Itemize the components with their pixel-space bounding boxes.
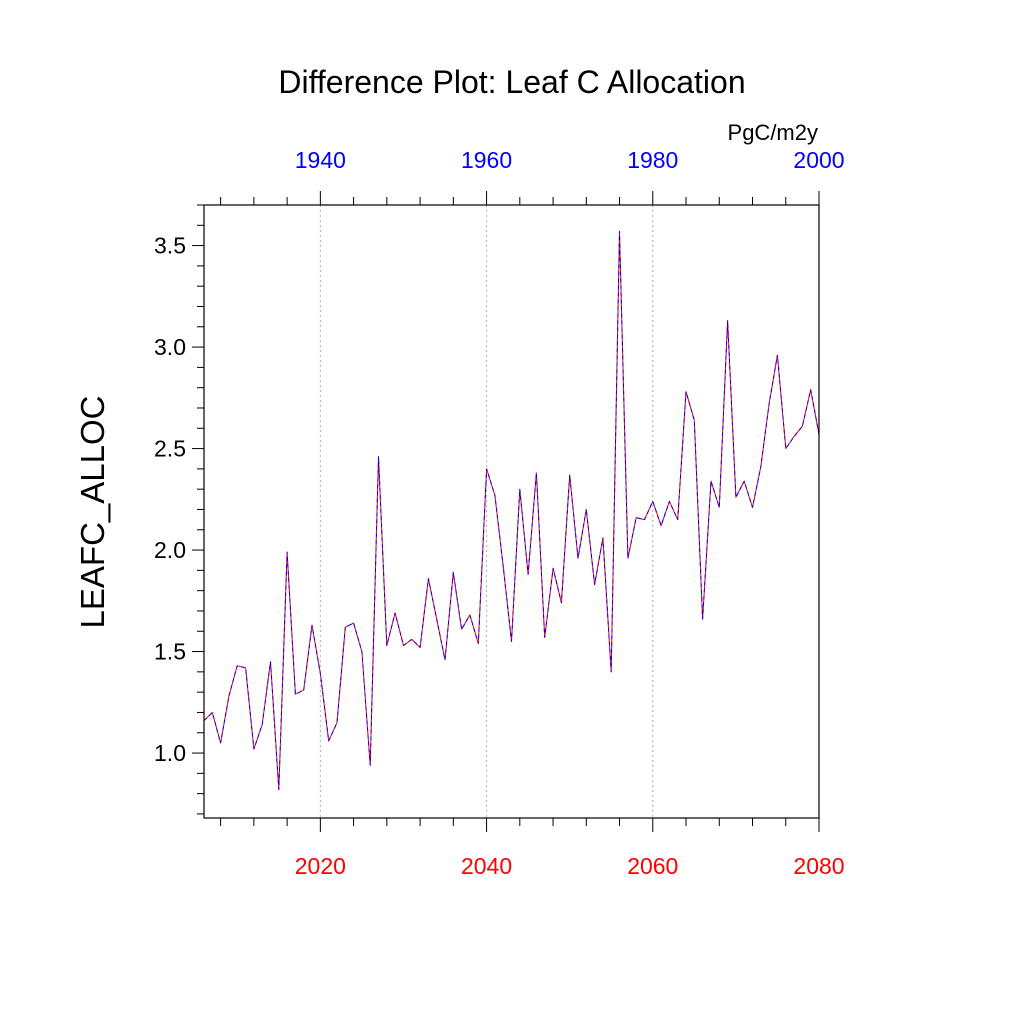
series-lines	[203, 230, 820, 791]
bottom-tick-label: 2060	[627, 853, 678, 879]
axes: 1.0 1.5 2.0 2.5 3.0 3.5 2020 2040 2060 2080 1940 19…	[154, 147, 845, 879]
chart-title: Difference Plot: Leaf C Allocation	[278, 64, 745, 100]
y-tick-label: 2.0	[154, 537, 186, 563]
bottom-tick-label: 2080	[793, 853, 844, 879]
top-tick-label: 2000	[793, 147, 844, 173]
y-tick-label: 2.5	[154, 436, 186, 462]
grid-lines	[319, 205, 654, 818]
top-tick-label: 1960	[461, 147, 512, 173]
plot-frame	[203, 204, 820, 819]
units-label: PgC/m2y	[728, 120, 818, 145]
y-tick-label: 1.0	[154, 740, 186, 766]
bottom-tick-label: 2040	[461, 853, 512, 879]
top-tick-label: 1980	[627, 147, 678, 173]
top-tick-label: 1940	[295, 147, 346, 173]
series-line-blue	[203, 230, 820, 791]
y-tick-label: 3.0	[154, 334, 186, 360]
y-tick-label: 1.5	[154, 639, 186, 665]
y-axis-label: LEAFC_ALLOC	[74, 396, 111, 629]
y-tick-label: 3.5	[154, 233, 186, 259]
bottom-tick-label: 2020	[295, 853, 346, 879]
